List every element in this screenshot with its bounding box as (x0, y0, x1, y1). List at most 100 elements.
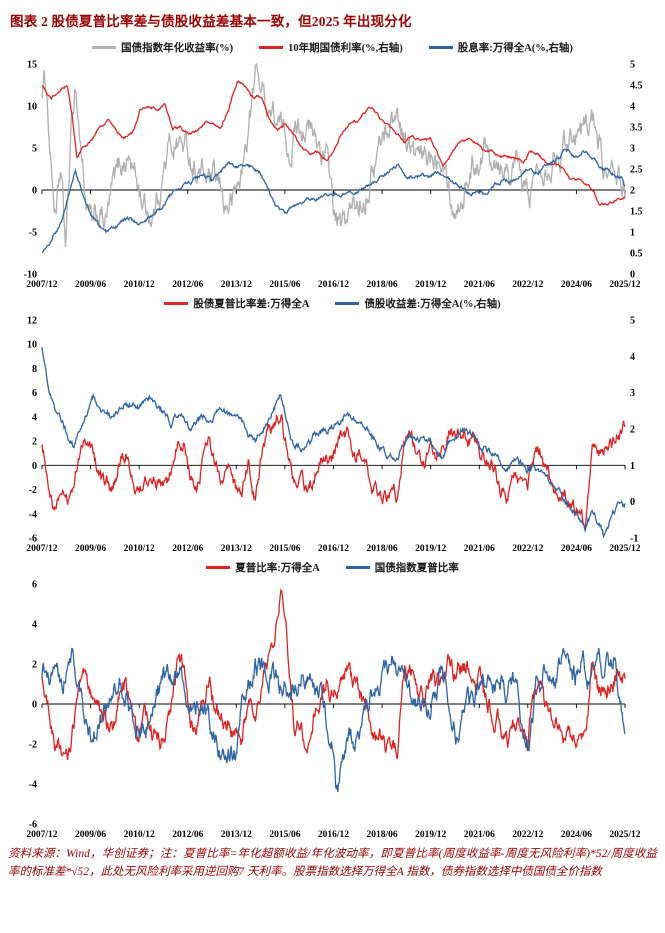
svg-text:4.5: 4.5 (630, 81, 643, 92)
svg-text:2025/12: 2025/12 (609, 544, 640, 554)
svg-text:2022/12: 2022/12 (512, 830, 543, 840)
svg-text:2019/12: 2019/12 (415, 544, 446, 554)
svg-text:2009/06: 2009/06 (75, 280, 106, 290)
svg-text:5: 5 (32, 144, 37, 155)
svg-text:2021/06: 2021/06 (464, 280, 495, 290)
svg-text:1: 1 (630, 461, 635, 472)
source-note: 资料来源：Wind，华创证券；注：夏普比率=年化超额收益/年化波动率，即夏普比率… (8, 848, 657, 878)
svg-text:6: 6 (32, 388, 37, 399)
svg-text:2024/06: 2024/06 (561, 280, 592, 290)
svg-text:2009/06: 2009/06 (75, 544, 106, 554)
legend-label: 国债指数夏普比率 (374, 562, 459, 574)
svg-text:5: 5 (630, 316, 635, 327)
svg-text:4: 4 (32, 412, 37, 423)
svg-text:-2: -2 (29, 485, 37, 496)
svg-text:0: 0 (630, 270, 635, 281)
svg-text:0: 0 (32, 461, 37, 472)
legend-item: 债股收益差:万得全A(%,右轴) (335, 296, 501, 311)
svg-text:-6: -6 (29, 534, 37, 545)
legend-line-swatch (259, 45, 284, 49)
legend-line-swatch (345, 565, 370, 569)
legend-line-swatch (335, 301, 360, 305)
svg-text:0: 0 (32, 186, 37, 197)
svg-text:2: 2 (32, 660, 37, 671)
svg-text:2012/06: 2012/06 (172, 544, 203, 554)
svg-text:2012/06: 2012/06 (172, 280, 203, 290)
svg-text:2.5: 2.5 (630, 165, 643, 176)
svg-text:2: 2 (630, 425, 635, 436)
svg-text:15: 15 (27, 60, 37, 71)
svg-text:-6: -6 (29, 820, 37, 831)
legend-item: 10年期国债利率(%,右轴) (259, 40, 403, 55)
legend-item: 国债指数年化收益率(%) (92, 40, 233, 55)
svg-text:2: 2 (630, 186, 635, 197)
svg-text:2007/12: 2007/12 (26, 544, 57, 554)
svg-text:10: 10 (27, 340, 37, 351)
chart-legend: 夏普比率:万得全A 国债指数夏普比率 (6, 558, 659, 576)
svg-text:2025/12: 2025/12 (609, 280, 640, 290)
legend-item: 夏普比率:万得全A (206, 560, 320, 575)
svg-text:2013/12: 2013/12 (221, 280, 252, 290)
svg-text:2013/12: 2013/12 (221, 544, 252, 554)
svg-text:2013/12: 2013/12 (221, 830, 252, 840)
svg-text:2010/12: 2010/12 (124, 830, 155, 840)
svg-text:-1: -1 (630, 534, 638, 545)
svg-text:2016/12: 2016/12 (318, 830, 349, 840)
svg-text:2: 2 (32, 437, 37, 448)
legend-label: 10年期国债利率(%,右轴) (288, 42, 403, 54)
svg-text:12: 12 (27, 316, 37, 327)
svg-text:2022/12: 2022/12 (512, 544, 543, 554)
svg-text:1: 1 (630, 228, 635, 239)
svg-text:2010/12: 2010/12 (124, 280, 155, 290)
chart-plot: 2007/12 2009/06 2010/12 2012/06 2013/12 2015/… (26, 316, 640, 555)
svg-text:1.5: 1.5 (630, 207, 643, 218)
svg-text:2018/06: 2018/06 (367, 830, 398, 840)
svg-text:2015/06: 2015/06 (269, 830, 300, 840)
svg-text:3: 3 (630, 144, 635, 155)
svg-text:2015/06: 2015/06 (269, 280, 300, 290)
svg-text:-2: -2 (29, 740, 37, 751)
svg-text:2024/06: 2024/06 (561, 544, 592, 554)
svg-text:2009/06: 2009/06 (75, 830, 106, 840)
svg-text:2025/12: 2025/12 (609, 830, 640, 840)
svg-text:8: 8 (32, 364, 37, 375)
svg-text:2019/12: 2019/12 (415, 280, 446, 290)
chart-treasury-return-yield-dividend: 国债指数年化收益率(%) 10年期国债利率(%,右轴) 股息率:万得全A(%,右轴)… (6, 38, 659, 291)
legend-label: 股债夏普比率差:万得全A (193, 298, 310, 310)
svg-text:-5: -5 (29, 228, 37, 239)
legend-item: 股债夏普比率差:万得全A (164, 296, 309, 311)
svg-text:2021/06: 2021/06 (464, 830, 495, 840)
legend-label: 国债指数年化收益率(%) (121, 42, 234, 54)
svg-text:6: 6 (32, 580, 37, 591)
legend-item: 股息率:万得全A(%,右轴) (428, 40, 573, 55)
svg-text:10: 10 (27, 102, 37, 113)
legend-label: 债股收益差:万得全A(%,右轴) (364, 298, 501, 310)
chart-sharpe-gap-vs-yield-gap: 股债夏普比率差:万得全A 债股收益差:万得全A(%,右轴) 2007/12 2009… (6, 294, 659, 555)
svg-text:0: 0 (32, 700, 37, 711)
legend-line-swatch (428, 45, 453, 49)
chart-legend: 股债夏普比率差:万得全A 债股收益差:万得全A(%,右轴) (6, 294, 659, 312)
svg-text:2021/06: 2021/06 (464, 544, 495, 554)
svg-text:2010/12: 2010/12 (124, 544, 155, 554)
legend-label: 夏普比率:万得全A (235, 562, 320, 574)
legend-line-swatch (92, 45, 117, 49)
svg-text:2016/12: 2016/12 (318, 280, 349, 290)
svg-text:2022/12: 2022/12 (512, 280, 543, 290)
svg-text:2024/06: 2024/06 (561, 830, 592, 840)
legend-label: 股息率:万得全A(%,右轴) (457, 42, 573, 54)
legend-line-swatch (206, 565, 231, 569)
svg-text:0.5: 0.5 (630, 249, 643, 260)
svg-text:2018/06: 2018/06 (367, 280, 398, 290)
svg-text:2015/06: 2015/06 (269, 544, 300, 554)
svg-text:-10: -10 (24, 270, 37, 281)
svg-text:2007/12: 2007/12 (26, 280, 57, 290)
svg-text:-4: -4 (29, 780, 37, 791)
chart-plot: 2007/12 2009/06 2010/12 2012/06 2013/12 2015/… (24, 60, 643, 291)
svg-text:2018/06: 2018/06 (367, 544, 398, 554)
figure-title: 图表 2 股债夏普比率差与债股收益差基本一致，但2025 年出现分化 (10, 14, 412, 29)
svg-text:2012/06: 2012/06 (172, 830, 203, 840)
svg-text:2016/12: 2016/12 (318, 544, 349, 554)
svg-text:3: 3 (630, 388, 635, 399)
svg-text:5: 5 (630, 60, 635, 71)
